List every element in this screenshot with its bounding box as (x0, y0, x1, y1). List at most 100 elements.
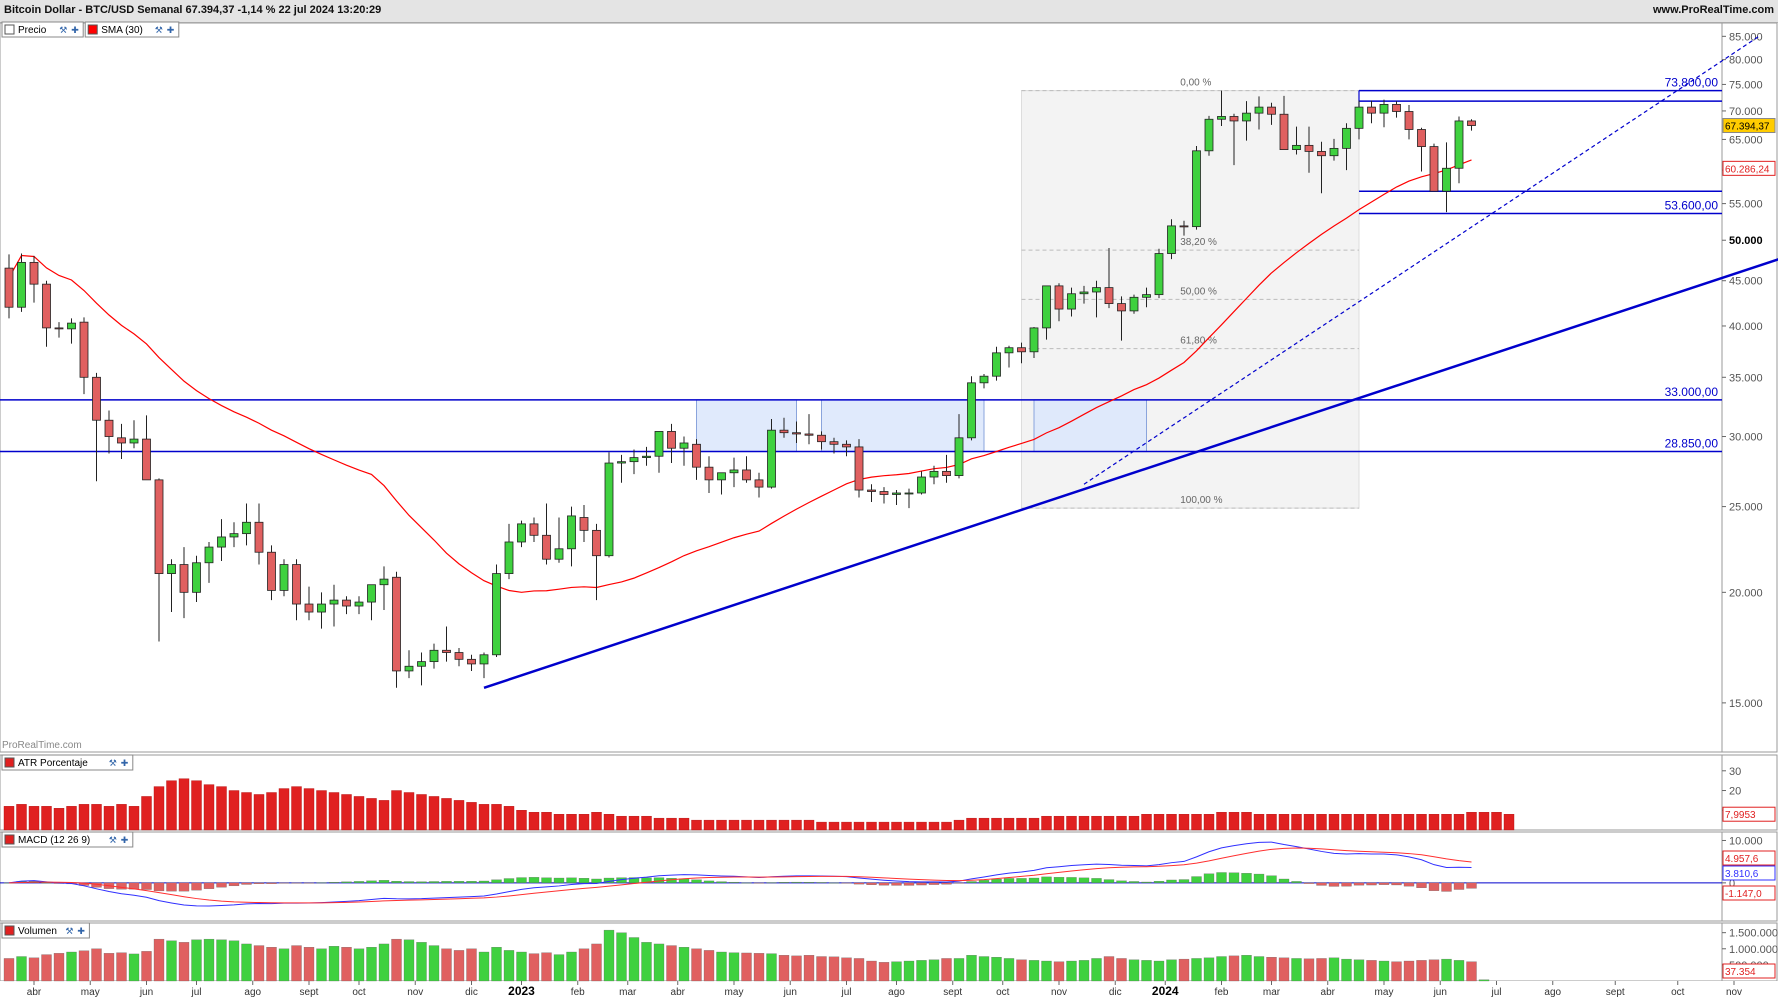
macd-histogram-bar (216, 882, 227, 888)
volume-bar (1166, 959, 1177, 982)
macd-histogram-bar (1241, 873, 1252, 884)
candle-body (1129, 296, 1139, 312)
candle (942, 454, 951, 483)
volume-bar (928, 959, 940, 982)
price-tick-label: 50.000 (1729, 235, 1763, 247)
sma-30-line (8, 159, 1472, 593)
price-tick-label: 45.000 (1729, 276, 1763, 288)
macd-histogram-bar (203, 882, 215, 889)
macd-histogram-bar (1453, 882, 1465, 890)
macd-histogram-bar (416, 881, 427, 884)
candle-body (229, 533, 239, 538)
candle-body (329, 599, 339, 605)
atr-bar (1178, 814, 1190, 831)
volume-bar (866, 960, 877, 982)
candle (629, 449, 639, 475)
candle (229, 522, 239, 548)
plus-icon: ✚ (77, 926, 85, 936)
atr-bar (1191, 814, 1202, 831)
atr-bar (1128, 815, 1140, 831)
macd-histogram-bar (641, 877, 652, 884)
candle (317, 592, 326, 629)
legend-swatch (87, 24, 98, 35)
atr-bar (1041, 815, 1052, 831)
candle (504, 523, 514, 580)
macd-histogram-bar (1141, 881, 1152, 884)
volume-bar (291, 945, 302, 982)
volume-bar (1041, 960, 1052, 982)
macd-histogram-bar (841, 882, 852, 884)
volume-bar (728, 952, 740, 982)
volume-bar (1116, 958, 1127, 982)
candle (1042, 285, 1051, 340)
volume-bar (1016, 959, 1027, 982)
candle-body (554, 548, 564, 560)
macd-panel: 10.000 0 4.957,6 3.810,6 -1.147,0 (0, 835, 1776, 907)
candle-body (492, 573, 501, 656)
volume-bar (1466, 961, 1477, 982)
atr-bar (691, 819, 702, 831)
volume-bar (166, 940, 177, 982)
atr-bar (78, 804, 90, 831)
candle (454, 648, 464, 667)
candle-body (992, 352, 1001, 377)
candle-body (1167, 225, 1176, 254)
candle (917, 471, 926, 495)
macd-histogram-bar (1291, 881, 1302, 884)
candle-body (1179, 225, 1189, 228)
candle (1117, 296, 1126, 341)
volume-bar (591, 943, 602, 982)
atr-bar (841, 821, 852, 831)
candle (67, 318, 76, 344)
atr-bar (453, 800, 465, 831)
candle (954, 414, 964, 479)
candle-body (1004, 347, 1014, 354)
atr-bar (741, 819, 752, 831)
sma-value-label: 60.286,24 (1725, 164, 1770, 175)
atr-bar (1491, 812, 1502, 831)
macd-histogram-bar (278, 882, 290, 884)
atr-bar (1378, 814, 1390, 831)
candle-body (867, 489, 876, 492)
macd-histogram-bar (1391, 882, 1402, 886)
candle (1304, 126, 1314, 173)
candle (1242, 101, 1251, 141)
atr-bar (616, 815, 627, 831)
candle (117, 423, 126, 459)
legend-swatch (4, 24, 15, 35)
volume-bar (903, 960, 915, 982)
candle (967, 376, 976, 441)
x-tick-label: abr (27, 987, 42, 998)
atr-bar (391, 790, 402, 831)
volume-bar (1153, 960, 1165, 982)
site-link[interactable]: www.ProRealTime.com (1652, 4, 1774, 16)
volume-bar (578, 948, 590, 982)
candle-body (604, 462, 614, 557)
volume-bar (153, 938, 165, 982)
volume-bar (616, 932, 627, 982)
atr-bar (1291, 814, 1302, 831)
candle (904, 488, 914, 509)
volume-bar (503, 950, 515, 982)
candle (204, 541, 214, 583)
atr-bar (253, 794, 265, 831)
volume-bar (1128, 959, 1140, 982)
candle (304, 586, 314, 621)
candle (1129, 294, 1139, 314)
atr-bar (1328, 814, 1340, 831)
atr-bar (1353, 814, 1365, 831)
x-tick-label: feb (571, 987, 585, 998)
macd-histogram-bar (391, 880, 402, 884)
macd-histogram-bar (466, 881, 477, 884)
macd-histogram-bar (903, 882, 915, 886)
candle (1004, 345, 1014, 368)
atr-bar (478, 804, 490, 831)
macd-histogram-bar (978, 880, 990, 884)
atr-bar (466, 802, 477, 831)
candle (1067, 287, 1076, 317)
macd-histogram-bar (1066, 877, 1077, 884)
plus-icon: ✚ (167, 25, 175, 35)
atr-bar (103, 806, 115, 831)
candle-body (1342, 127, 1351, 149)
